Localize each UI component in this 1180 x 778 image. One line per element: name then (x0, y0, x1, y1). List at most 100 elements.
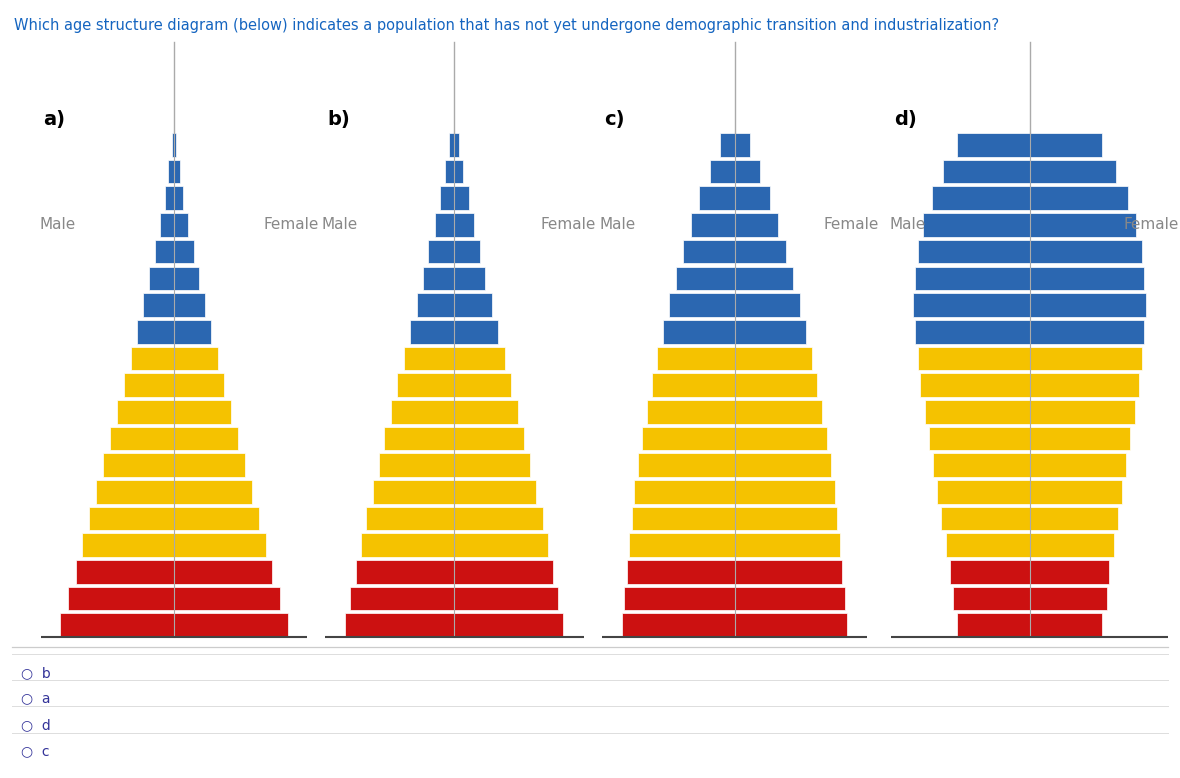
Bar (175, 267, 199, 290)
Bar (943, 159, 1029, 184)
Bar (676, 267, 734, 290)
Bar (1029, 320, 1145, 344)
Bar (957, 133, 1029, 156)
Text: a): a) (44, 110, 66, 128)
Bar (642, 426, 734, 450)
Bar (175, 346, 217, 370)
Bar (175, 480, 251, 503)
Bar (683, 240, 734, 264)
Bar (175, 240, 194, 264)
Bar (454, 454, 530, 477)
Bar (734, 614, 847, 637)
Bar (734, 213, 779, 237)
Bar (734, 240, 786, 264)
Bar (734, 587, 845, 611)
Bar (734, 534, 840, 557)
Bar (690, 213, 734, 237)
Bar (669, 293, 734, 317)
Bar (355, 560, 454, 584)
Bar (165, 187, 175, 210)
Bar (1029, 293, 1146, 317)
Text: ○  c: ○ c (21, 745, 50, 759)
Bar (1029, 346, 1141, 370)
Bar (83, 534, 175, 557)
Bar (143, 293, 175, 317)
Text: Female: Female (540, 218, 596, 233)
Bar (454, 560, 553, 584)
Bar (914, 320, 1029, 344)
Bar (627, 560, 734, 584)
Bar (923, 213, 1029, 237)
Bar (624, 587, 734, 611)
Bar (734, 159, 760, 184)
Bar (428, 240, 454, 264)
Bar (110, 426, 175, 450)
Bar (709, 159, 734, 184)
Bar (1029, 373, 1139, 397)
Bar (734, 454, 831, 477)
Bar (454, 293, 492, 317)
Bar (175, 534, 266, 557)
Bar (175, 400, 231, 423)
Bar (734, 426, 827, 450)
Bar (929, 426, 1029, 450)
Bar (445, 159, 454, 184)
Text: ○  a: ○ a (21, 692, 51, 706)
Bar (149, 267, 175, 290)
Bar (175, 187, 183, 210)
Bar (663, 320, 734, 344)
Bar (175, 506, 258, 531)
Bar (117, 400, 175, 423)
Bar (175, 560, 273, 584)
Bar (918, 346, 1029, 370)
Bar (454, 133, 459, 156)
Bar (175, 614, 288, 637)
Text: b): b) (327, 110, 349, 128)
Bar (175, 320, 211, 344)
Bar (931, 187, 1029, 210)
Bar (454, 159, 464, 184)
Text: Female: Female (263, 218, 319, 233)
Bar (1029, 614, 1102, 637)
Bar (454, 240, 480, 264)
Bar (379, 454, 454, 477)
Bar (124, 373, 175, 397)
Bar (398, 373, 454, 397)
Bar (175, 293, 205, 317)
Bar (942, 506, 1029, 531)
Bar (1029, 506, 1117, 531)
Bar (454, 373, 511, 397)
Bar (734, 133, 749, 156)
Bar (913, 293, 1029, 317)
Bar (657, 346, 734, 370)
Bar (651, 373, 734, 397)
Bar (434, 213, 454, 237)
Bar (933, 454, 1029, 477)
Bar (924, 400, 1029, 423)
Bar (137, 320, 175, 344)
Bar (631, 506, 734, 531)
Bar (391, 400, 454, 423)
Bar (411, 320, 454, 344)
Bar (454, 267, 485, 290)
Bar (952, 587, 1029, 611)
Bar (175, 426, 238, 450)
Bar (454, 534, 548, 557)
Bar (454, 346, 505, 370)
Bar (734, 346, 812, 370)
Text: Male: Male (890, 218, 925, 233)
Bar (346, 614, 454, 637)
Text: ○  b: ○ b (21, 666, 51, 680)
Bar (366, 506, 454, 531)
Text: c): c) (604, 110, 624, 128)
Bar (1029, 187, 1128, 210)
Bar (647, 400, 734, 423)
Bar (175, 373, 224, 397)
Bar (76, 560, 175, 584)
Bar (937, 480, 1029, 503)
Text: Which age structure diagram (below) indicates a population that has not yet unde: Which age structure diagram (below) indi… (14, 18, 999, 33)
Bar (918, 240, 1029, 264)
Bar (454, 480, 536, 503)
Bar (103, 454, 175, 477)
Bar (454, 614, 563, 637)
